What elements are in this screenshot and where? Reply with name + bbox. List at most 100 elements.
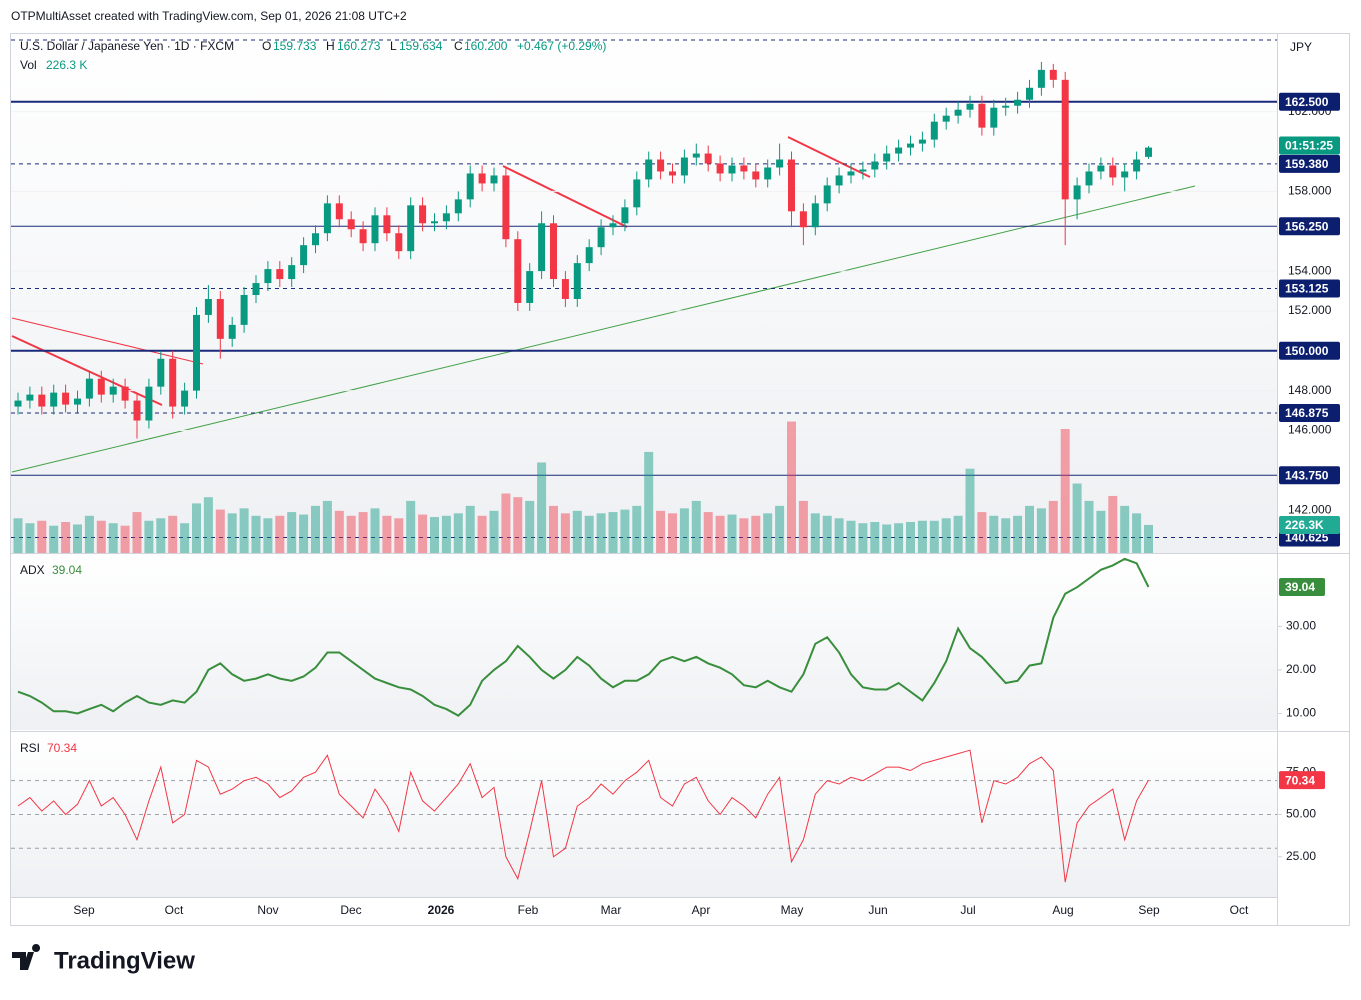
y-tick-label: 10.00 (1286, 706, 1316, 720)
volume-bar (739, 518, 749, 553)
candle-body (728, 165, 736, 174)
level-label: 153.125 (1285, 282, 1329, 296)
x-tick-label: Jul (960, 903, 975, 917)
rsi-badge-bg (1279, 771, 1325, 790)
candle-body (490, 175, 498, 184)
volume-bar (334, 510, 344, 553)
y-tick-label: 50.00 (1286, 807, 1316, 821)
candle-body (502, 175, 510, 240)
volume-bar (715, 515, 725, 553)
candle-body (288, 265, 296, 280)
candle-body (1014, 99, 1022, 106)
volume-bar (870, 522, 880, 553)
level-label: 146.875 (1285, 406, 1329, 420)
candle-body (645, 159, 653, 180)
candle-body (978, 103, 986, 128)
volume-bar (1025, 505, 1034, 553)
candle-body (680, 157, 688, 176)
volume-bar (834, 518, 844, 553)
volume-bar (430, 517, 439, 553)
volume-bar (370, 508, 380, 553)
adx-pane (11, 555, 1277, 730)
volume-bar (441, 515, 451, 553)
volume-bar (275, 515, 285, 553)
candle-body (871, 161, 879, 170)
adx-value: 39.04 (52, 563, 82, 577)
candle-body (335, 203, 343, 220)
candle-body (514, 239, 522, 303)
candle-body (585, 247, 593, 264)
volume-bar (406, 500, 416, 553)
candle-body (621, 207, 629, 224)
candle-body (383, 215, 391, 234)
volume-bar (287, 512, 297, 553)
y-tick-label: 146.000 (1288, 423, 1332, 437)
candle-body (276, 269, 284, 280)
volume-bar (1048, 500, 1058, 553)
candle-body (526, 271, 534, 303)
volume-bar (37, 520, 47, 553)
volume-bar (346, 515, 356, 553)
currency[interactable]: JPY (1290, 40, 1312, 54)
volume-bar (227, 513, 237, 553)
volume-bar (822, 515, 832, 553)
candle-body (942, 115, 950, 122)
volume-bar (1072, 483, 1082, 553)
candle-body (240, 294, 248, 325)
volume-bar (846, 520, 856, 553)
candle-body (704, 153, 712, 164)
level-label: 140.625 (1285, 531, 1329, 545)
candle-body (252, 283, 260, 295)
candle-body (573, 263, 581, 299)
candle-body (752, 171, 760, 180)
volume-bar (144, 520, 154, 553)
candle-body (1085, 171, 1093, 186)
y-tick-label: 30.00 (1286, 619, 1316, 633)
candle-body (97, 378, 105, 395)
symbol: U.S. Dollar / Japanese Yen · 1D · FXCM (20, 39, 234, 53)
x-tick-label: Apr (692, 903, 711, 917)
rsi-line (17, 749, 1149, 883)
volume-bar (632, 505, 642, 553)
volume-bar (299, 514, 309, 553)
x-tick-label: Mar (601, 903, 622, 917)
rsi-value: 70.34 (47, 741, 77, 755)
volume-bar (13, 518, 23, 553)
open: 159.733 (273, 39, 317, 53)
candle-body (1026, 87, 1033, 100)
level-label: 150.000 (1285, 344, 1329, 358)
volume-bar (727, 514, 737, 553)
x-tick-label: Sep (73, 903, 95, 917)
candle-body (371, 215, 379, 244)
y-tick-label: 25.00 (1286, 849, 1316, 863)
candle-body (169, 358, 177, 407)
candle-body (62, 392, 70, 405)
credit: OTPMultiAsset created with TradingView.c… (11, 9, 407, 23)
volume-bar (25, 523, 35, 553)
volume-bar (1084, 500, 1094, 553)
candle-body (966, 103, 974, 110)
l: L (390, 39, 397, 53)
volume-bar (120, 525, 130, 553)
volume-bar (787, 421, 796, 553)
y-tick-label: 152.000 (1288, 303, 1332, 317)
candle-body (359, 229, 367, 244)
trend-line (11, 185, 1196, 473)
volume-bar (382, 515, 392, 553)
volume-bar (192, 503, 201, 553)
y-tick-label: 154.000 (1288, 263, 1332, 277)
volume-bar (965, 468, 975, 553)
brand-name: TradingView (54, 947, 195, 974)
candle-body (1145, 147, 1152, 157)
candle-body (799, 211, 807, 228)
volume-bar (465, 505, 475, 553)
candle-body (740, 165, 748, 172)
countdown-bg (1279, 136, 1340, 155)
volume-bar (549, 505, 558, 553)
candle-body (633, 179, 641, 208)
volume-bar (691, 500, 701, 553)
volume-bar (1132, 513, 1142, 553)
volume-bar (215, 509, 225, 553)
candle-body (835, 175, 843, 186)
volume-bar (858, 523, 868, 553)
